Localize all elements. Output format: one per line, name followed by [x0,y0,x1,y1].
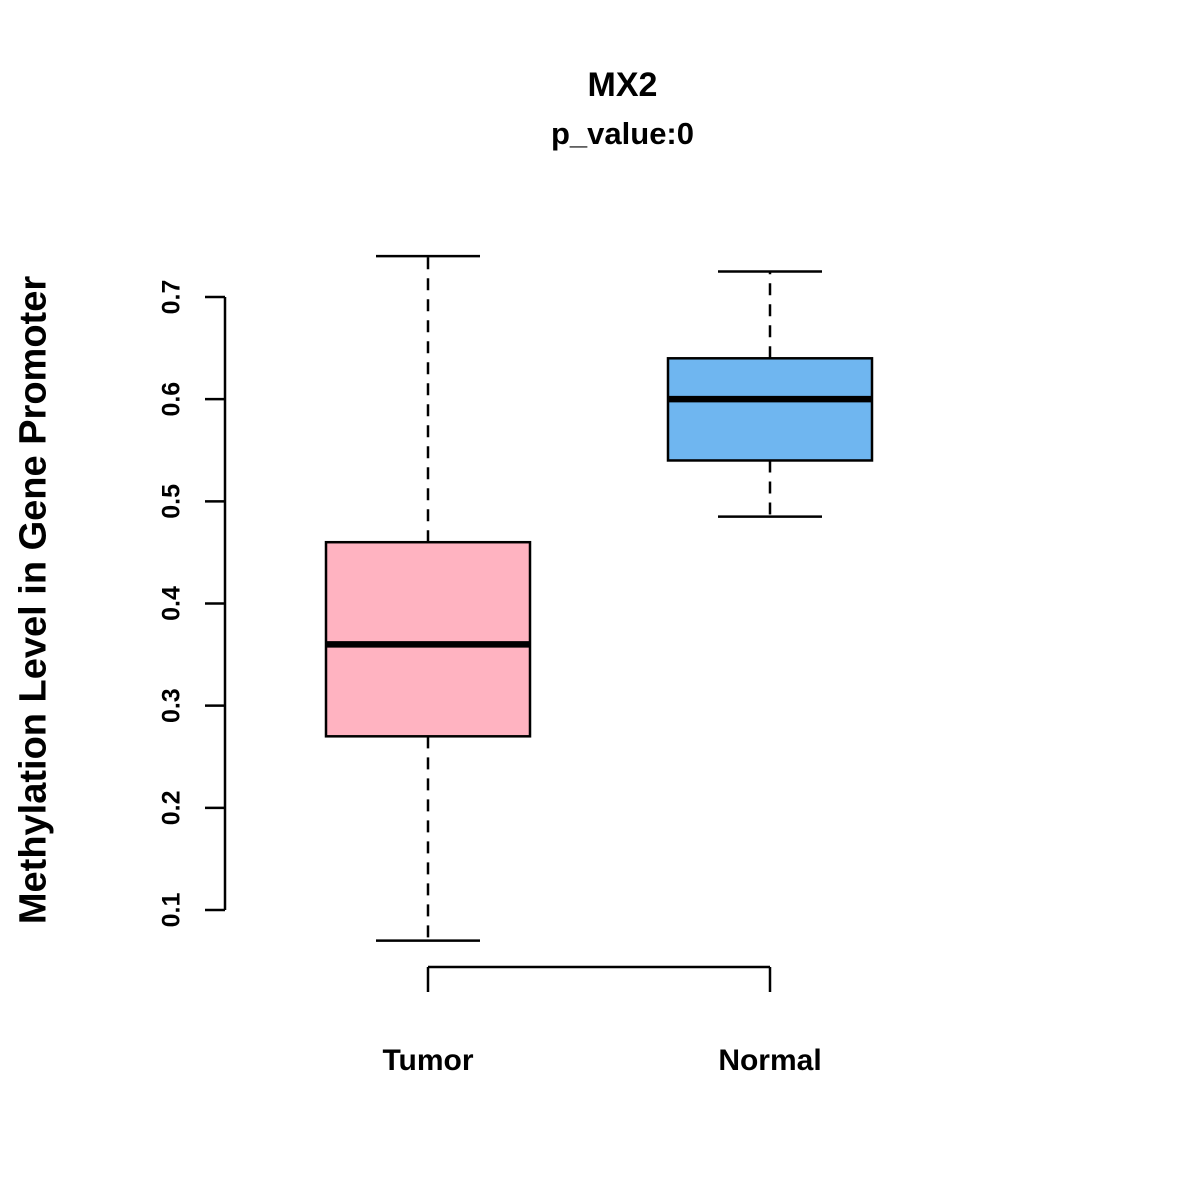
chart-subtitle: p_value:0 [550,116,694,151]
y-tick-label: 0.4 [158,586,186,621]
box-normal [666,357,874,462]
y-tick-label: 0.5 [158,484,186,519]
y-tick-label: 0.6 [158,382,186,417]
y-tick-label: 0.1 [158,893,186,928]
box-tumor [324,540,532,738]
y-tick-label: 0.3 [158,688,186,723]
x-category-label-normal: Normal [718,1044,821,1077]
y-tick-label: 0.2 [158,790,186,825]
y-tick-label: 0.7 [158,280,186,315]
x-category-label-tumor: Tumor [382,1044,473,1077]
chart-title: MX2 [587,66,658,104]
